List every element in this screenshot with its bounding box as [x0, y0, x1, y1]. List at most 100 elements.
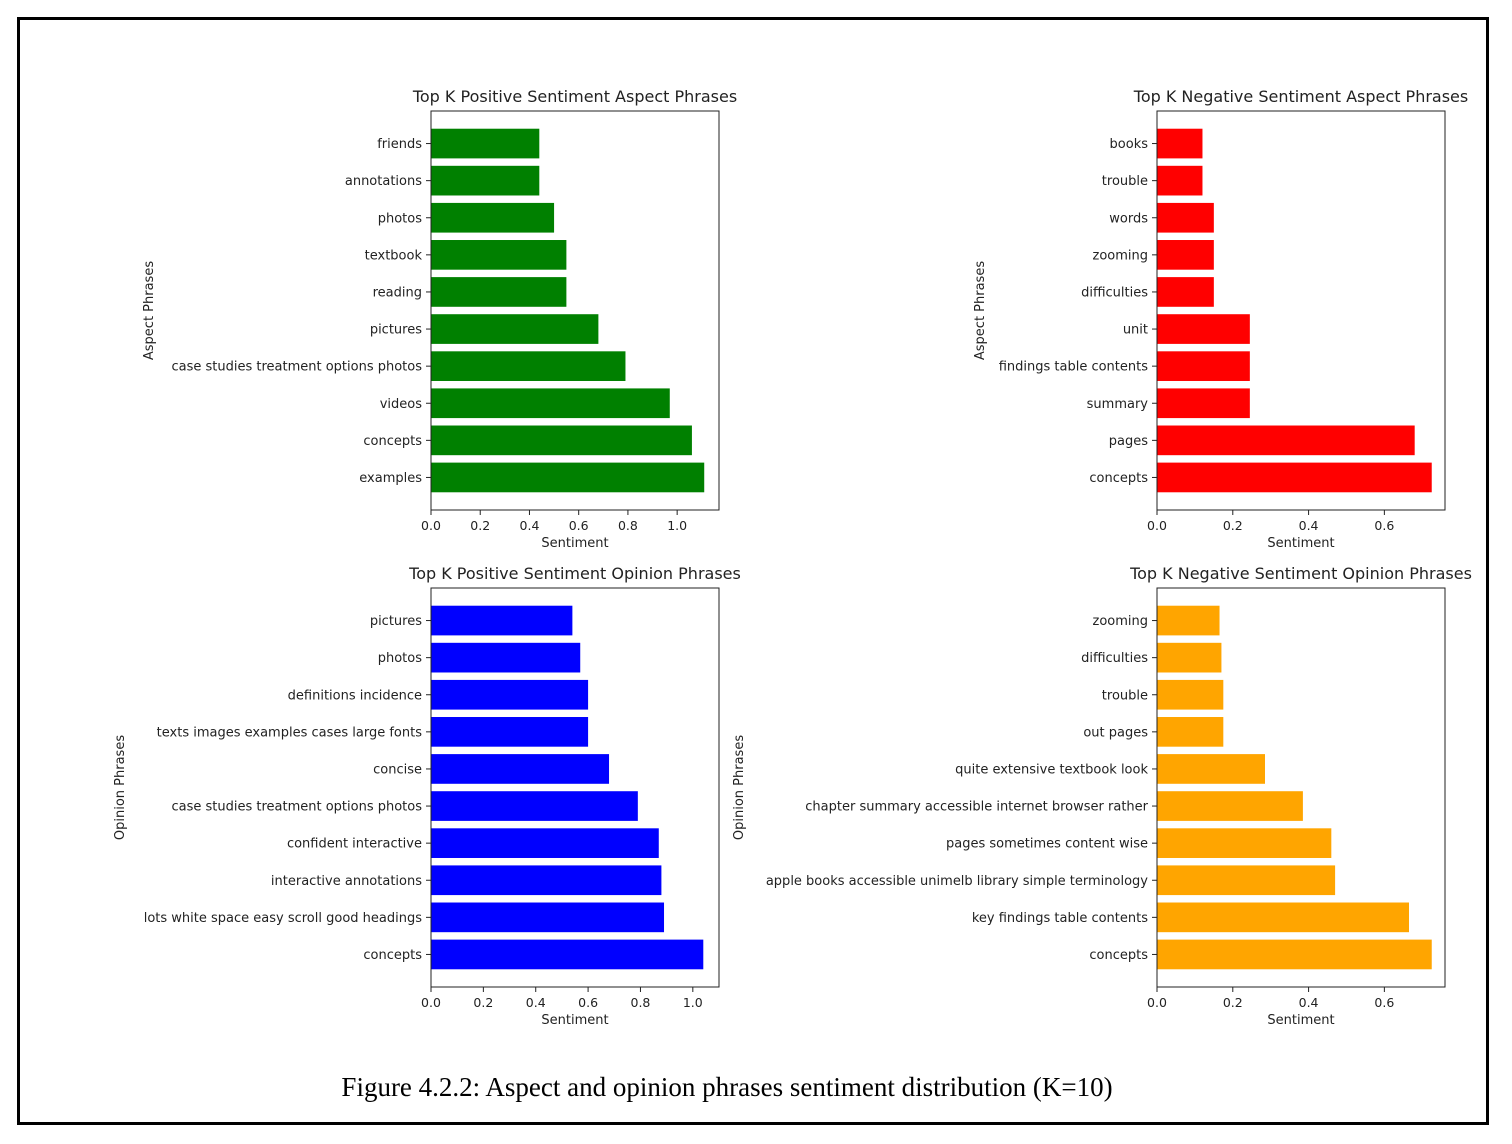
bar — [1157, 240, 1214, 270]
category-label: concepts — [1089, 471, 1148, 486]
x-tick-label: 0.2 — [473, 995, 493, 1010]
chart-title: Top K Negative Sentiment Opinion Phrases — [1129, 564, 1472, 583]
x-axis-label: Sentiment — [1267, 1013, 1334, 1028]
chart-3: pictures photos definitions incidence texts… — [113, 564, 741, 1028]
bar — [431, 462, 705, 493]
category-label: interactive annotations — [271, 874, 422, 889]
x-tick-label: 0.0 — [421, 995, 441, 1010]
bar — [431, 388, 670, 419]
category-label: findings table contents — [999, 360, 1149, 375]
bar — [1157, 791, 1303, 821]
chart-1: friends annotations photos textbook reading p… — [142, 87, 737, 551]
category-label: examples — [359, 471, 422, 486]
x-tick-label: 0.0 — [1147, 995, 1167, 1010]
y-axis-label: Aspect Phrases — [973, 261, 988, 360]
chart-title: Top K Negative Sentiment Aspect Phrases — [1133, 87, 1468, 106]
category-label: pictures — [370, 614, 422, 629]
category-label: pictures — [370, 323, 422, 338]
bar — [431, 165, 540, 196]
bar — [431, 605, 573, 636]
plot-frame — [430, 110, 720, 511]
x-tick-label: 0.6 — [569, 518, 589, 533]
category-label: case studies treatment options photos — [171, 800, 422, 815]
bar — [431, 351, 626, 381]
bar — [431, 791, 638, 821]
x-tick-label: 0.2 — [470, 518, 490, 533]
bar — [1157, 939, 1432, 970]
category-label: pages sometimes content wise — [946, 837, 1148, 852]
x-tick-label: 0.6 — [1374, 518, 1394, 533]
category-label: concepts — [363, 948, 422, 963]
chart-4: zooming difficulties trouble out pages quite… — [732, 564, 1472, 1028]
category-label: case studies treatment options photos — [171, 360, 422, 375]
category-label: summary — [1087, 397, 1149, 412]
bar — [1157, 165, 1203, 196]
bar — [431, 679, 589, 710]
category-label: trouble — [1102, 688, 1148, 703]
category-label: concepts — [363, 434, 422, 449]
x-axis-label: Sentiment — [541, 1013, 608, 1028]
category-label: zooming — [1093, 248, 1149, 263]
category-label: zooming — [1093, 614, 1149, 629]
category-label: concepts — [1089, 948, 1148, 963]
category-label: definitions incidence — [288, 688, 422, 703]
x-tick-label: 1.0 — [667, 518, 687, 533]
plot-frame — [1156, 110, 1446, 511]
x-tick-label: 0.4 — [520, 518, 540, 533]
x-tick-label: 0.2 — [1223, 995, 1243, 1010]
x-tick-label: 0.4 — [1299, 995, 1319, 1010]
category-label: photos — [378, 651, 422, 666]
bar — [1157, 462, 1432, 493]
bar — [431, 828, 659, 858]
x-tick-label: 0.6 — [1374, 995, 1394, 1010]
x-axis-label: Sentiment — [1267, 536, 1334, 551]
category-label: words — [1109, 211, 1148, 226]
bar — [1157, 605, 1220, 636]
x-axis-label: Sentiment — [541, 536, 608, 551]
bar — [1157, 642, 1222, 673]
category-label: key findings table contents — [972, 911, 1148, 926]
category-label: texts images examples cases large fonts — [157, 725, 423, 740]
plot-frame — [430, 587, 720, 988]
bar — [1157, 388, 1250, 419]
bar — [431, 202, 555, 233]
bar — [1157, 128, 1203, 159]
chart-2: books trouble words zooming difficulties unit… — [973, 87, 1468, 551]
category-label: textbook — [365, 248, 423, 263]
x-tick-label: 0.0 — [1147, 518, 1167, 533]
bar — [431, 865, 662, 896]
category-label: pages — [1109, 434, 1148, 449]
category-label: friends — [377, 137, 422, 152]
category-label: difficulties — [1081, 651, 1148, 666]
x-tick-label: 0.8 — [631, 995, 651, 1010]
category-label: quite extensive textbook look — [955, 762, 1148, 777]
category-label: unit — [1123, 323, 1148, 338]
bar — [1157, 902, 1409, 933]
x-tick-label: 0.8 — [618, 518, 638, 533]
category-label: lots white space easy scroll good headin… — [144, 911, 423, 926]
bar — [1157, 351, 1250, 381]
category-label: reading — [373, 285, 422, 300]
bar — [1157, 277, 1214, 307]
x-tick-label: 0.4 — [1299, 518, 1319, 533]
category-label: difficulties — [1081, 285, 1148, 300]
bar — [1157, 202, 1214, 233]
category-label: videos — [380, 397, 423, 412]
y-axis-label: Opinion Phrases — [732, 735, 747, 840]
category-label: out pages — [1083, 725, 1148, 740]
category-label: books — [1110, 137, 1149, 152]
x-tick-label: 0.6 — [578, 995, 598, 1010]
chart-title: Top K Positive Sentiment Aspect Phrases — [412, 87, 737, 106]
bar — [431, 717, 589, 747]
bar — [1157, 679, 1224, 710]
bar — [431, 240, 567, 270]
x-tick-label: 1.0 — [683, 995, 703, 1010]
bar — [1157, 754, 1265, 784]
bar — [1157, 828, 1332, 858]
bar — [431, 425, 692, 456]
y-axis-label: Opinion Phrases — [113, 735, 128, 840]
bar — [431, 642, 581, 673]
bar — [431, 277, 567, 307]
x-tick-label: 0.0 — [421, 518, 441, 533]
